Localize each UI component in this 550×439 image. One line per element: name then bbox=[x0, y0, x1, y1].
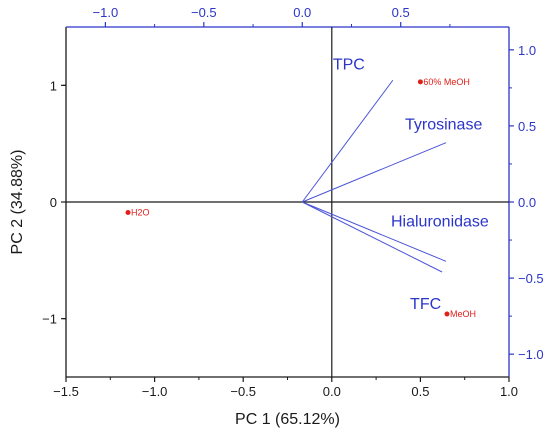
x-tick-label: 0.0 bbox=[323, 384, 341, 399]
loading-vector-hialuronidase bbox=[302, 201, 447, 262]
loading-vector-tyrosinase bbox=[302, 142, 447, 203]
x-tick-label: 0.5 bbox=[411, 384, 429, 399]
observation-label: H2O bbox=[131, 208, 150, 218]
right-tick-label: 0.5 bbox=[518, 119, 536, 134]
x-tick-label: −1.0 bbox=[142, 384, 168, 399]
right-tick-label: 1.0 bbox=[518, 43, 536, 58]
loading-vector-tpc bbox=[301, 79, 394, 203]
loading-label-tyrosinase: Tyrosinase bbox=[405, 117, 482, 134]
right-tick-label: −1.0 bbox=[518, 347, 544, 362]
top-tick-label: 0.5 bbox=[392, 5, 410, 20]
y-tick-label: 0 bbox=[50, 195, 57, 210]
y-tick-label: −1 bbox=[42, 312, 57, 327]
loading-label-tfc: TFC bbox=[410, 296, 441, 313]
y-axis-title: PC 2 (34.88%) bbox=[9, 150, 26, 255]
right-tick-label: 0.0 bbox=[518, 195, 536, 210]
top-tick-label: 0.0 bbox=[293, 5, 311, 20]
top-tick-label: −0.5 bbox=[191, 5, 217, 20]
observation-label: MeOH bbox=[450, 309, 476, 319]
x-tick-label: −0.5 bbox=[230, 384, 256, 399]
x-tick-label: −1.5 bbox=[53, 384, 79, 399]
y-tick-label: 1 bbox=[50, 78, 57, 93]
observation-label: 60% MeOH bbox=[423, 77, 470, 87]
right-tick-label: −0.5 bbox=[518, 271, 544, 286]
observation-point bbox=[417, 79, 423, 85]
observation-point bbox=[444, 311, 450, 317]
x-axis-title: PC 1 (65.12%) bbox=[235, 411, 340, 428]
loading-vector-tfc bbox=[302, 201, 443, 273]
observation-point bbox=[125, 210, 131, 215]
x-tick-label: 1.0 bbox=[500, 384, 518, 399]
loading-label-tpc: TPC bbox=[333, 56, 365, 73]
loading-label-hialuronidase: Hialuronidase bbox=[391, 213, 489, 230]
top-tick-label: −1.0 bbox=[93, 5, 119, 20]
